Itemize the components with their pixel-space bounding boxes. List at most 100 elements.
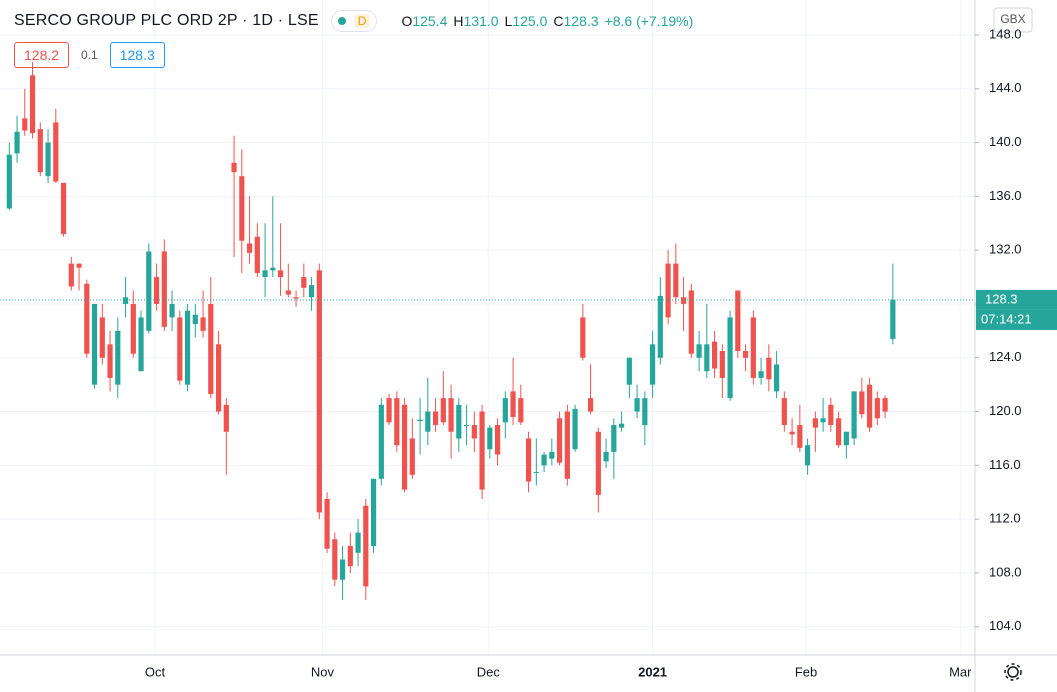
candle-body [6, 154, 12, 209]
candle-body [184, 310, 191, 385]
ohlc-value: 131.0 [463, 12, 499, 29]
candle-body [851, 391, 857, 439]
currency[interactable]: GBX [1000, 12, 1025, 26]
ohlc-key: O [401, 12, 413, 29]
candle-body [711, 341, 718, 369]
candle-body [564, 411, 570, 479]
x-tick-label: Oct [145, 664, 166, 679]
countdown-box [976, 309, 1057, 330]
candle-body [657, 295, 663, 358]
candle-body [223, 404, 229, 432]
candle-body [370, 478, 377, 547]
candle-body [425, 411, 431, 432]
candle-body [107, 344, 113, 378]
market-dot [337, 17, 346, 25]
quote-boxes: 128.2 0.1 128.3 [14, 42, 165, 68]
candle-body [332, 539, 338, 580]
candle-body [533, 472, 539, 474]
candle-body [231, 162, 237, 173]
y-tick-label: 120.0 [989, 403, 1022, 418]
candle-body [138, 317, 144, 372]
candle-body [293, 297, 299, 299]
candle-body [153, 277, 160, 304]
candle-body [781, 398, 787, 426]
candle-body [355, 532, 361, 553]
candle-body [130, 303, 136, 354]
candle-body [200, 317, 206, 331]
candle-body [680, 297, 687, 304]
ohlc-key: H [453, 12, 464, 29]
candle-body [487, 427, 493, 450]
candle-body [84, 283, 90, 354]
candle-body [115, 330, 121, 385]
candle-body [99, 317, 105, 358]
y-tick-label: 148.0 [989, 26, 1022, 41]
candle-body [518, 398, 524, 423]
y-tick-label: 140.0 [989, 134, 1022, 149]
grid [0, 0, 975, 655]
candle-body [401, 404, 408, 490]
candle-body [773, 364, 780, 392]
last-price: 128.3 [985, 291, 1018, 306]
candle-body [541, 454, 547, 466]
status[interactable]: D [330, 10, 378, 32]
candle-body [347, 546, 353, 567]
candle-body [580, 317, 586, 358]
x-tick-label: Mar [949, 664, 972, 679]
candle-body [789, 431, 795, 435]
candle-body [277, 270, 284, 278]
change: +8.6 (+7.19%) [604, 13, 694, 29]
candle-body [502, 398, 508, 423]
candle-body [758, 371, 764, 378]
y-tick-label: 124.0 [989, 349, 1022, 364]
candle-body [215, 344, 222, 412]
candle-body [882, 398, 888, 412]
candle-body [270, 267, 276, 271]
candle-body [828, 404, 834, 426]
ask[interactable]: 128.3 [109, 42, 165, 68]
y-tick-label: 132.0 [989, 242, 1022, 257]
candle-body [618, 423, 625, 428]
candle-body [479, 411, 485, 490]
ohlc: O125.4 H131.0 L125.0 C128.3 [395, 13, 598, 30]
candle-body [45, 142, 51, 177]
y-tick-label: 108.0 [989, 564, 1022, 579]
candle-body [37, 129, 43, 173]
candle-body [572, 408, 578, 450]
y-tick-label: 112.0 [989, 511, 1021, 526]
ohlc-value: 128.3 [563, 12, 599, 29]
candle-body [696, 344, 702, 358]
candle-body [169, 303, 175, 318]
candle-body [246, 243, 253, 253]
candle-body [324, 498, 330, 549]
currency-box[interactable] [993, 7, 1033, 33]
candle-body [742, 351, 749, 358]
candle-body [688, 290, 694, 354]
candle-body [704, 344, 710, 372]
candle-body [603, 451, 609, 462]
legend: SERCO GROUP PLC ORD 2P · 1D · LSE D O125… [14, 10, 693, 32]
candle-body [463, 425, 470, 427]
x-tick-label: Feb [795, 664, 817, 679]
bid[interactable]: 128.2 [14, 42, 70, 68]
candle-body [417, 419, 423, 421]
candle-body [91, 303, 98, 385]
settings-icon[interactable] [1004, 663, 1022, 681]
candle-body [146, 251, 152, 331]
candle-body [208, 303, 214, 395]
candle-body [285, 290, 291, 295]
candle-body [14, 131, 20, 154]
interval-badge: D [353, 14, 371, 28]
candle-body [432, 411, 439, 426]
ohlc-value: 125.0 [512, 12, 548, 29]
candle-body [76, 263, 82, 268]
y-tick-label: 144.0 [989, 80, 1022, 95]
candle-body [448, 398, 454, 432]
countdown: 07:14:21 [981, 311, 1032, 326]
candle-body [53, 122, 59, 182]
candle-body [316, 270, 322, 513]
candle-body [68, 263, 74, 287]
candle-body [60, 182, 67, 235]
ohlc-key: L [504, 12, 513, 29]
candle-body [595, 431, 601, 495]
